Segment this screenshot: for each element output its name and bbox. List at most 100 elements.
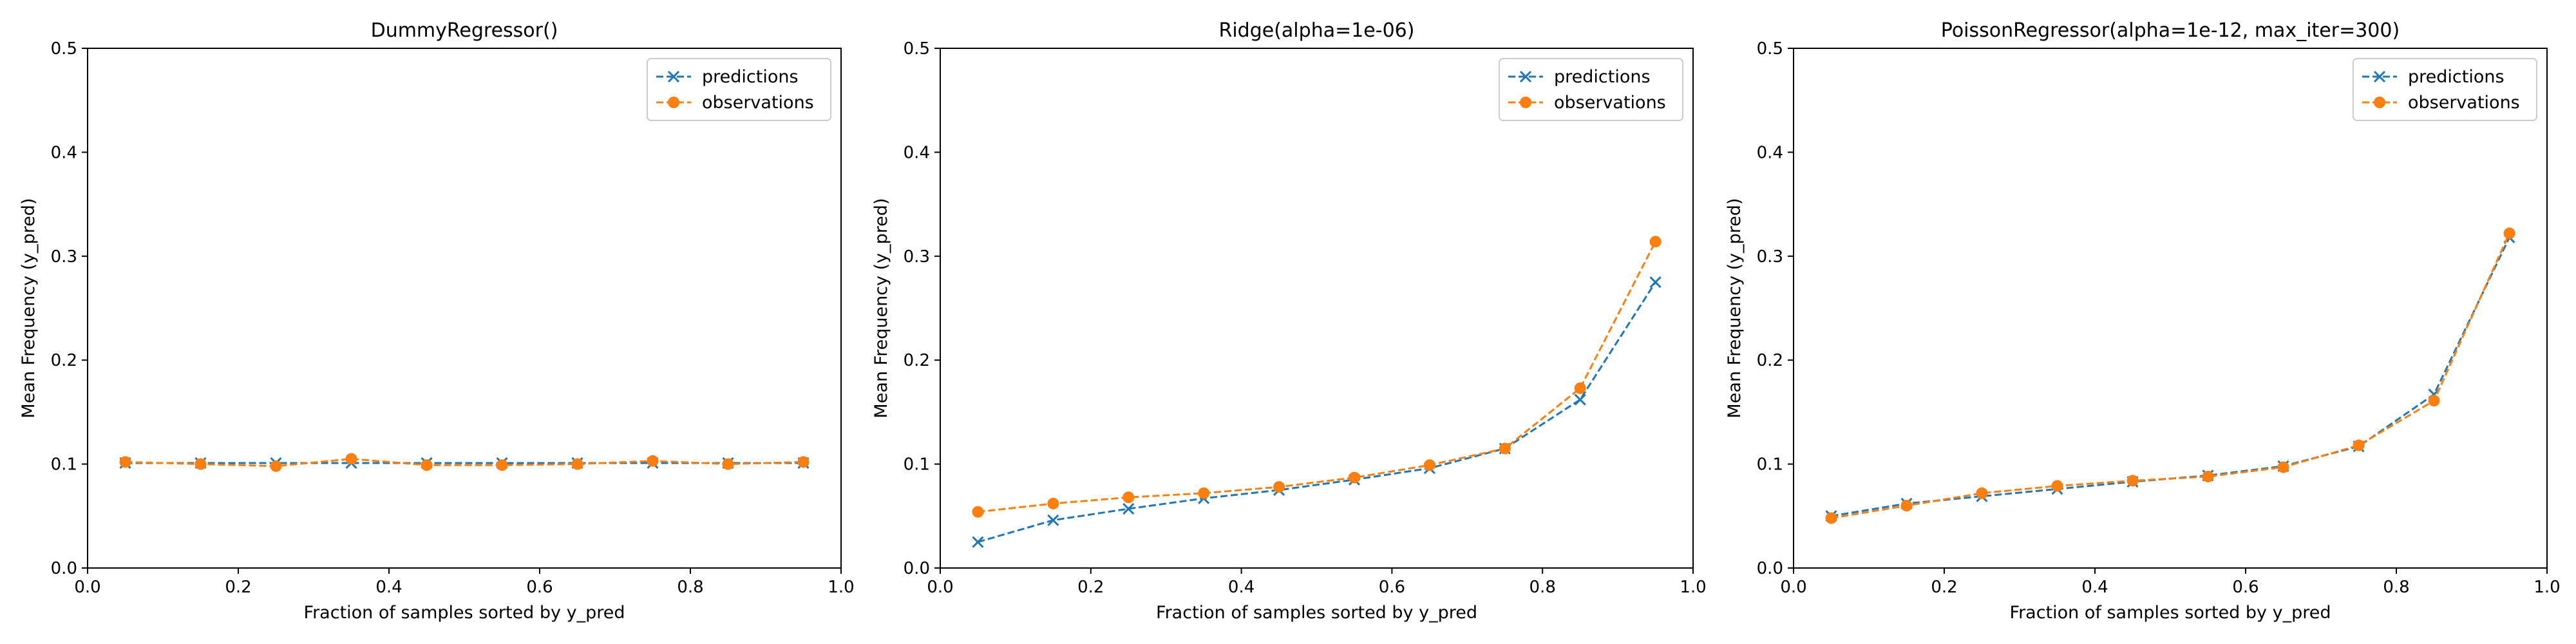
- x-tick-label: 0.2: [1931, 578, 1957, 597]
- legend-marker: [668, 97, 679, 108]
- data-point-predictions: [1122, 502, 1135, 515]
- data-point-observations: [1825, 512, 1837, 524]
- y-tick-label: 0.3: [51, 247, 77, 267]
- series-line-observations: [125, 458, 804, 468]
- y-tick-label: 0.4: [51, 143, 77, 162]
- legend-box: [2353, 58, 2537, 121]
- data-point-observations: [1047, 497, 1059, 509]
- data-point-observations: [1423, 459, 1435, 471]
- x-tick-label: 0.8: [1530, 578, 1556, 597]
- x-tick-label: 0.6: [1379, 578, 1405, 597]
- series-line-observations: [978, 241, 1656, 513]
- x-tick-label: 1.0: [2533, 578, 2560, 597]
- legend-entry-label: observations: [702, 93, 814, 113]
- y-tick-label: 0.3: [904, 247, 930, 267]
- data-point-observations: [571, 458, 583, 470]
- data-point-observations: [1649, 236, 1662, 248]
- y-tick-label: 0.5: [51, 39, 77, 59]
- data-point-observations: [2277, 461, 2289, 473]
- chart-title: DummyRegressor(): [371, 19, 558, 42]
- x-tick-label: 0.2: [1077, 578, 1104, 597]
- y-tick-label: 0.2: [904, 351, 930, 370]
- data-point-observations: [1900, 500, 1913, 512]
- x-tick-label: 0.8: [677, 578, 703, 597]
- plot-area-frame: [87, 48, 842, 569]
- data-point-observations: [119, 456, 131, 468]
- data-point-observations: [1574, 382, 1586, 394]
- legend-marker: [1519, 70, 1532, 83]
- x-axis-label: Fraction of samples sorted by y_pred: [304, 603, 625, 623]
- x-tick-label: 0.0: [74, 578, 100, 597]
- legend-entry-label: predictions: [2408, 67, 2505, 87]
- x-tick-label: 0.8: [2383, 578, 2409, 597]
- data-point-observations: [194, 458, 207, 470]
- x-tick-label: 0.6: [2232, 578, 2259, 597]
- chart-title: Ridge(alpha=1e-06): [1219, 19, 1415, 42]
- data-point-predictions: [1047, 514, 1059, 526]
- plot-area-frame: [1793, 48, 2548, 569]
- y-tick-label: 0.5: [1757, 39, 1783, 59]
- legend-entry-label: observations: [2408, 93, 2520, 113]
- y-tick-label: 0.1: [904, 455, 930, 475]
- data-point-observations: [2353, 439, 2365, 451]
- y-tick-label: 0.3: [1757, 247, 1783, 267]
- chart-panel-2: Ridge(alpha=1e-06) 0.0 0.2 0.4 0.6 0.8 1.0 0.0 0…: [871, 19, 1707, 623]
- legend-box: [1499, 58, 1683, 121]
- y-tick-label: 0.2: [1757, 351, 1783, 370]
- legend-marker: [2374, 97, 2385, 108]
- data-point-observations: [345, 453, 357, 465]
- y-tick-label: 0.1: [1757, 455, 1783, 475]
- y-axis-label: Mean Frequency (y_pred): [1725, 198, 1745, 418]
- data-point-predictions: [1649, 276, 1662, 289]
- plot-area-frame: [940, 48, 1694, 569]
- x-tick-label: 1.0: [1680, 578, 1706, 597]
- series-line-observations: [1831, 232, 2510, 520]
- legend-entry-label: predictions: [1554, 67, 1651, 87]
- data-point-observations: [2202, 470, 2214, 482]
- legend-marker: [1520, 97, 1531, 108]
- x-tick-label: 0.4: [2081, 578, 2108, 597]
- x-axis-label: Fraction of samples sorted by y_pred: [2010, 603, 2331, 623]
- y-tick-label: 0.5: [904, 39, 930, 59]
- chart-title: PoissonRegressor(alpha=1e-12, max_iter=3…: [1941, 19, 2400, 42]
- data-point-predictions: [1574, 393, 1586, 406]
- legend-box: [647, 58, 831, 121]
- series-line-predictions: [978, 281, 1656, 544]
- data-point-observations: [1499, 442, 1511, 455]
- legend-entry-label: predictions: [702, 67, 799, 87]
- legend-marker: [2373, 70, 2386, 83]
- data-point-observations: [722, 458, 734, 470]
- data-point-observations: [2503, 227, 2515, 240]
- y-axis-label: Mean Frequency (y_pred): [19, 198, 39, 418]
- y-tick-label: 0.0: [51, 559, 77, 578]
- data-point-observations: [2126, 475, 2139, 487]
- data-point-predictions: [972, 536, 984, 548]
- x-axis-label: Fraction of samples sorted by y_pred: [1156, 603, 1477, 623]
- y-axis-label: Mean Frequency (y_pred): [871, 198, 891, 418]
- data-point-observations: [972, 506, 984, 518]
- y-tick-label: 0.2: [51, 351, 77, 370]
- data-point-observations: [1348, 471, 1360, 484]
- data-point-observations: [1273, 481, 1285, 493]
- y-tick-label: 0.0: [904, 559, 930, 578]
- data-point-observations: [1976, 487, 1988, 499]
- data-point-observations: [647, 455, 659, 467]
- x-tick-label: 0.6: [526, 578, 553, 597]
- x-tick-label: 0.4: [375, 578, 402, 597]
- data-point-observations: [2051, 480, 2063, 492]
- data-point-observations: [1122, 491, 1135, 504]
- x-tick-label: 1.0: [828, 578, 854, 597]
- x-tick-label: 0.0: [1780, 578, 1806, 597]
- y-tick-label: 0.4: [904, 143, 930, 162]
- data-point-observations: [2428, 395, 2440, 407]
- data-point-observations: [797, 456, 810, 468]
- data-point-observations: [496, 459, 508, 471]
- chart-panel-1: DummyRegressor() 0.0 0.2 0.4 0.6 0.8 1.0 0.0 0.1…: [19, 19, 855, 623]
- y-tick-label: 0.1: [51, 455, 77, 475]
- data-point-observations: [270, 460, 282, 472]
- x-tick-label: 0.0: [927, 578, 953, 597]
- series-line-predictions: [1831, 237, 2510, 517]
- legend-entry-label: observations: [1554, 93, 1666, 113]
- y-tick-label: 0.4: [1757, 143, 1783, 162]
